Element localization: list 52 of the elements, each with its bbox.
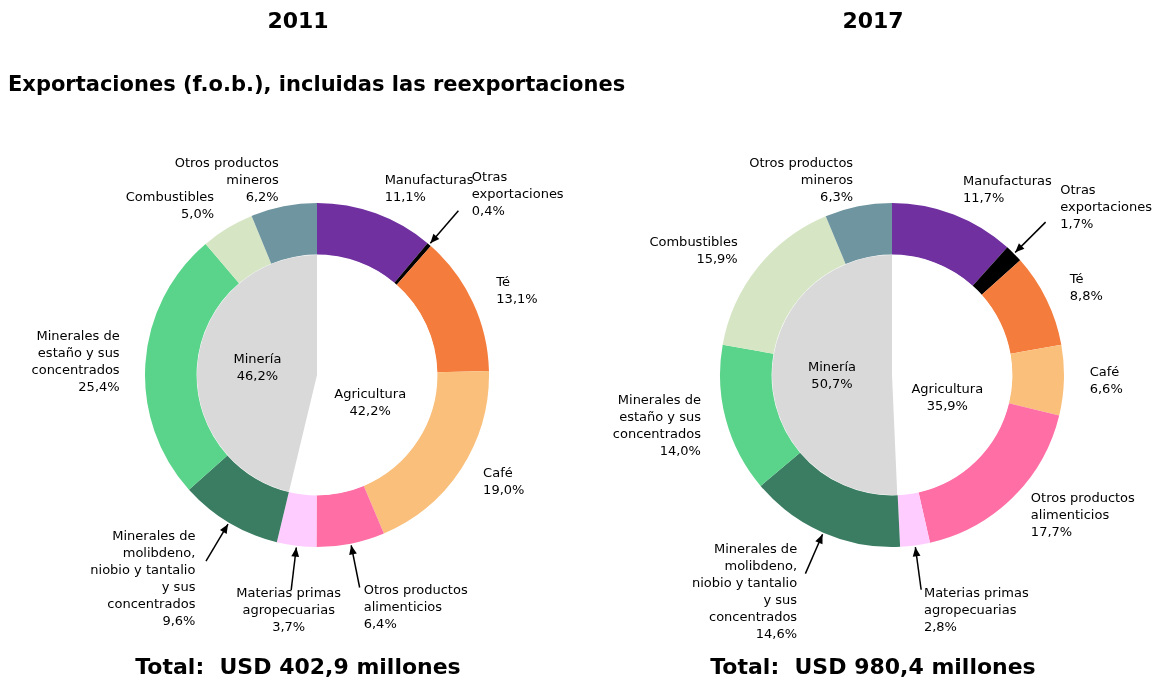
slice-label: Té (1068, 271, 1084, 287)
slice-label: Agricultura (334, 385, 407, 401)
data-label: 2,8% (923, 618, 957, 634)
chart-title: 2017 (841, 8, 905, 33)
slice-label: Manufacturas (384, 172, 474, 187)
slice-label: Manufacturas (963, 173, 1053, 189)
data-label: 15,9% (696, 251, 738, 267)
data-label: 11,1% (384, 189, 426, 204)
data-label: 0,4% (471, 203, 505, 219)
slice-label: Materias primas agropecuarias (236, 585, 342, 618)
data-label: 11,7% (963, 190, 1005, 206)
data-label: 19,0% (483, 482, 525, 498)
slice-label: Minerales de estaño y sus concentrados (31, 327, 120, 377)
slice-label: Otros productos mineros (174, 155, 279, 188)
slice-label: Otros productos alimenticios (1030, 490, 1136, 523)
slice-label: Combustibles (125, 188, 215, 204)
slice-label: Minerales de estaño y sus concentrados (612, 392, 702, 442)
chart-subtitle: Exportaciones (f.o.b.), incluidas las reexportaciones (8, 72, 626, 96)
data-label: 6,4% (363, 616, 397, 632)
slice-label: Minerales de molibdeno, niobio y tantalio y sus concentrados (692, 541, 798, 625)
data-label: 35,9% (926, 398, 968, 414)
chart-title: 2011 (266, 8, 330, 33)
slice-label: Agricultura (911, 381, 984, 397)
slice-label: Otros productos mineros (749, 155, 854, 188)
data-label: 3,7% (272, 619, 306, 635)
data-label: 14,0% (659, 443, 701, 459)
slice-label: Combustibles (649, 234, 738, 250)
data-label: 6,2% (245, 189, 279, 205)
slice-label: Minería (808, 359, 857, 375)
slice-label: Té (495, 274, 511, 290)
slice-label: Café (483, 465, 513, 481)
text: Total: USD 402,9 millones (134, 654, 462, 679)
data-label: 13,1% (496, 291, 538, 307)
slice-label: Minería (233, 350, 282, 366)
data-label: 17,7% (1030, 524, 1073, 540)
data-label: 14,6% (755, 626, 798, 642)
data-label: 8,8% (1069, 288, 1103, 304)
slice-label: Café (1089, 363, 1120, 379)
slice-label: Minerales de molibdeno, niobio y tantalio y sus concentrados (90, 527, 196, 611)
data-label: 6,3% (820, 189, 854, 205)
data-label: 9,6% (162, 612, 196, 628)
data-label: 25,4% (78, 378, 120, 394)
data-label: 5,0% (181, 205, 215, 221)
slice-label: Otras exportaciones (1060, 181, 1153, 214)
data-label: 46,2% (236, 367, 279, 383)
data-label: 50,7% (811, 376, 853, 392)
data-label: 6,6% (1089, 380, 1123, 396)
text: Total: USD 980,4 millones (709, 654, 1037, 679)
slice-label: Otros productos alimenticios (363, 582, 468, 615)
data-label: 1,7% (1060, 215, 1094, 231)
slice-label: Materias primas agropecuarias (923, 584, 1029, 617)
data-label: 42,2% (349, 402, 391, 418)
